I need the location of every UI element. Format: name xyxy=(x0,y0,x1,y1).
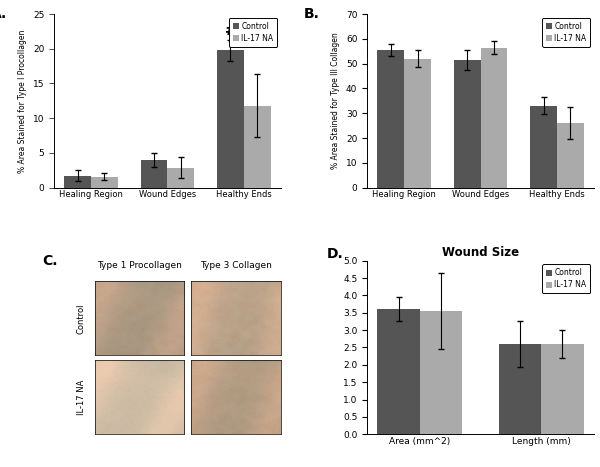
Y-axis label: % Area Stained for Type I Procollagen: % Area Stained for Type I Procollagen xyxy=(18,29,27,172)
Legend: Control, IL-17 NA: Control, IL-17 NA xyxy=(542,264,590,293)
Bar xyxy=(499,344,541,434)
Text: #: # xyxy=(224,24,236,38)
Bar xyxy=(481,48,507,188)
Text: B.: B. xyxy=(304,7,319,21)
Bar xyxy=(141,160,167,188)
Bar xyxy=(530,106,557,188)
Bar xyxy=(404,59,431,188)
Bar xyxy=(541,344,584,434)
Text: Control: Control xyxy=(77,303,86,333)
Text: Type 3 Collagen: Type 3 Collagen xyxy=(200,261,272,269)
Text: Type 1 Procollagen: Type 1 Procollagen xyxy=(97,261,182,269)
Bar xyxy=(244,106,271,188)
Y-axis label: % Area Stained for Type III Collagen: % Area Stained for Type III Collagen xyxy=(331,33,340,169)
Legend: Control, IL-17 NA: Control, IL-17 NA xyxy=(229,18,277,47)
Bar xyxy=(64,176,91,188)
Bar xyxy=(377,309,420,434)
Legend: Control, IL-17 NA: Control, IL-17 NA xyxy=(542,18,590,47)
Bar xyxy=(420,311,463,434)
Text: A.: A. xyxy=(0,7,7,21)
Bar xyxy=(454,60,481,188)
Bar xyxy=(557,123,584,188)
Text: IL-17 NA: IL-17 NA xyxy=(77,380,86,415)
Bar xyxy=(377,50,404,188)
Bar xyxy=(167,168,194,188)
Title: Wound Size: Wound Size xyxy=(442,247,519,260)
Text: D.: D. xyxy=(326,247,343,261)
Bar xyxy=(217,50,244,188)
Bar xyxy=(91,177,118,188)
Text: C.: C. xyxy=(43,254,58,268)
